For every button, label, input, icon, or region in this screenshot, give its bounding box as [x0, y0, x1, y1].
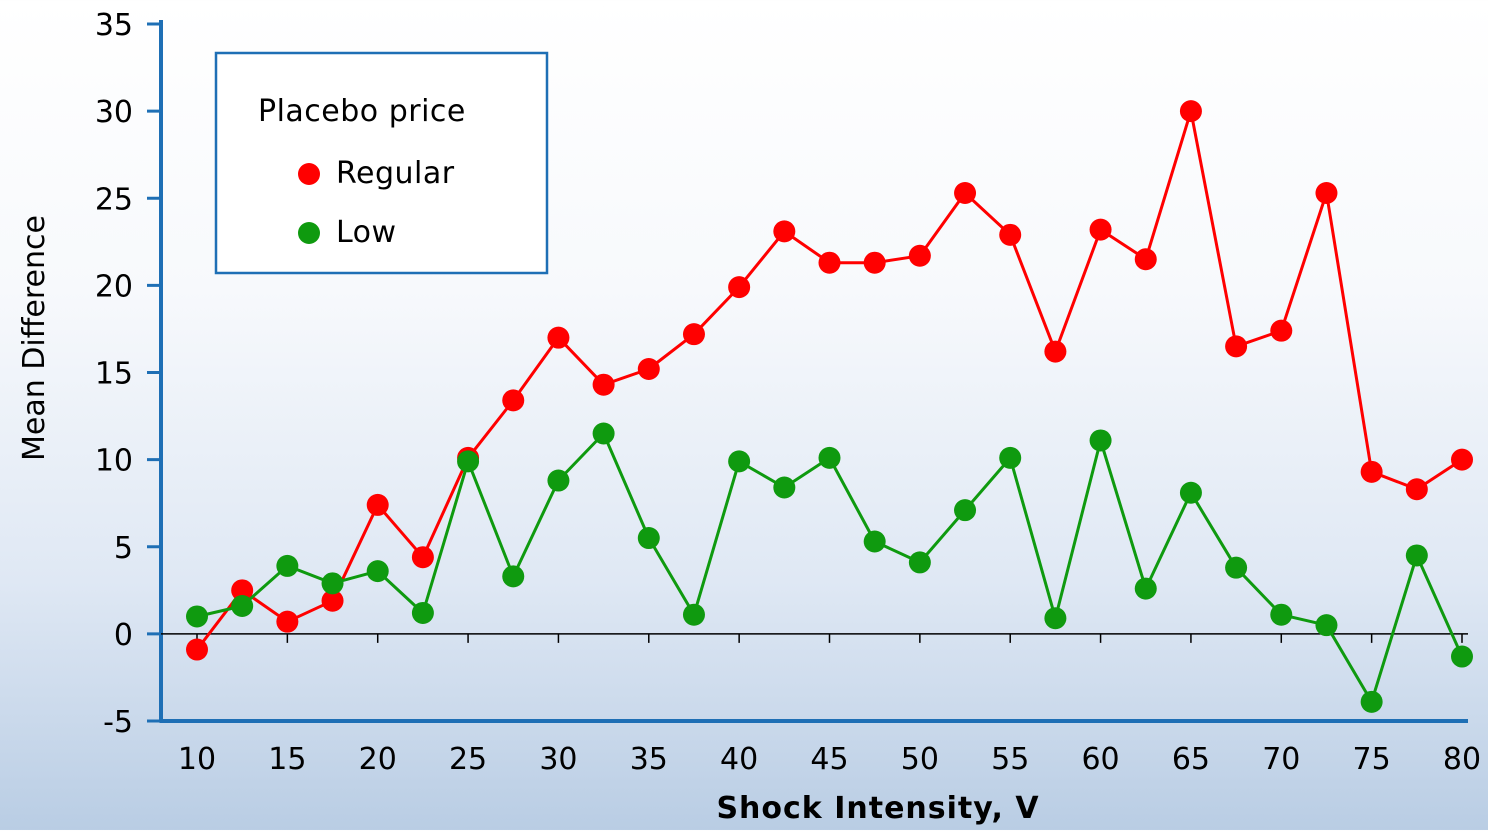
data-point-regular — [231, 579, 254, 602]
legend-box — [214, 51, 549, 275]
data-point-regular — [863, 251, 886, 274]
data-point-low — [1089, 429, 1112, 452]
x-tick-label: 15 — [268, 742, 306, 777]
data-point-regular — [1089, 218, 1112, 241]
data-point-regular — [1134, 248, 1157, 271]
data-point-regular — [999, 223, 1022, 246]
x-tick-label: 40 — [720, 742, 758, 777]
data-point-low — [457, 450, 480, 473]
data-point-regular — [818, 251, 841, 274]
data-point-low — [366, 560, 389, 583]
data-point-low — [1315, 614, 1338, 637]
data-point-regular — [547, 326, 570, 349]
x-tick-label: 70 — [1262, 742, 1300, 777]
data-point-regular — [276, 610, 299, 633]
y-tick-label: 30 — [95, 95, 133, 130]
legend: Placebo price Regular Low — [214, 51, 549, 275]
data-point-low — [682, 603, 705, 626]
x-tick-label: 80 — [1443, 742, 1481, 777]
data-point-low — [276, 554, 299, 577]
data-point-low — [818, 446, 841, 469]
y-tick-label: 5 — [114, 531, 133, 566]
y-tick-label: 35 — [95, 8, 133, 43]
data-point-low — [863, 530, 886, 553]
data-point-regular — [411, 546, 434, 569]
data-point-low — [773, 476, 796, 499]
data-point-low — [1225, 556, 1248, 579]
data-point-regular — [366, 493, 389, 516]
legend-label-low: Low — [336, 215, 397, 250]
data-point-low — [728, 450, 751, 473]
data-point-regular — [908, 244, 931, 267]
data-point-low — [999, 446, 1022, 469]
data-point-low — [1451, 645, 1473, 668]
data-point-low — [502, 565, 525, 588]
legend-title: Placebo price — [258, 94, 466, 129]
x-tick-label: 20 — [359, 742, 397, 777]
axes: -5 0 5 10 15 20 25 30 35 10 15 20 25 30 35 40 45 50 55 60 65… — [95, 8, 1481, 777]
y-tick-label: 0 — [114, 618, 133, 653]
data-point-low — [321, 572, 344, 595]
x-tick-label: 65 — [1172, 742, 1210, 777]
data-point-regular — [502, 389, 525, 412]
data-point-regular — [1315, 182, 1338, 205]
data-point-regular — [954, 182, 977, 205]
data-point-regular — [1405, 478, 1428, 501]
x-tick-label: 45 — [810, 742, 848, 777]
data-point-low — [908, 551, 931, 574]
data-point-low — [547, 469, 570, 492]
x-tick-label: 50 — [901, 742, 939, 777]
data-point-regular — [592, 373, 615, 396]
data-point-low — [592, 422, 615, 445]
data-point-regular — [728, 276, 751, 299]
data-point-regular — [1451, 448, 1473, 471]
data-point-low — [411, 601, 434, 624]
data-point-low — [637, 527, 660, 550]
data-point-low — [1405, 544, 1428, 567]
y-tick-label: 25 — [95, 182, 133, 217]
data-point-low — [1360, 690, 1383, 713]
x-tick-label: 60 — [1081, 742, 1119, 777]
data-point-low — [231, 594, 254, 617]
data-point-regular — [1270, 319, 1293, 342]
data-point-regular — [682, 323, 705, 346]
y-tick-label: 20 — [95, 269, 133, 304]
x-tick-label: 30 — [539, 742, 577, 777]
data-point-low — [186, 605, 208, 628]
data-point-regular — [773, 220, 796, 243]
data-point-low — [1179, 481, 1202, 504]
data-point-regular — [1225, 335, 1248, 358]
x-axis-label: Shock Intensity, V — [716, 791, 1039, 826]
series-layer — [186, 100, 1473, 713]
data-point-regular — [321, 589, 344, 612]
data-point-regular — [637, 358, 660, 381]
x-tick-label: 55 — [991, 742, 1029, 777]
data-point-low — [1044, 607, 1067, 630]
data-point-regular — [1044, 340, 1067, 363]
data-point-regular — [1179, 100, 1202, 123]
legend-marker-low — [298, 222, 320, 244]
y-tick-label: -5 — [103, 705, 133, 740]
legend-marker-regular — [298, 163, 320, 185]
data-point-regular — [1360, 460, 1383, 483]
x-tick-label: 35 — [630, 742, 668, 777]
x-tick-label: 10 — [178, 742, 216, 777]
data-point-regular — [186, 638, 208, 661]
y-axis-label: Mean Difference — [17, 215, 52, 461]
x-tick-label: 25 — [449, 742, 487, 777]
x-tick-label: 75 — [1353, 742, 1391, 777]
data-point-low — [1270, 603, 1293, 626]
series-low — [186, 422, 1473, 713]
y-tick-label: 10 — [95, 444, 133, 479]
y-tick-label: 15 — [95, 357, 133, 392]
series-regular — [186, 100, 1473, 661]
legend-label-regular: Regular — [336, 156, 455, 191]
data-point-low — [1134, 577, 1157, 600]
data-point-low — [954, 499, 977, 522]
